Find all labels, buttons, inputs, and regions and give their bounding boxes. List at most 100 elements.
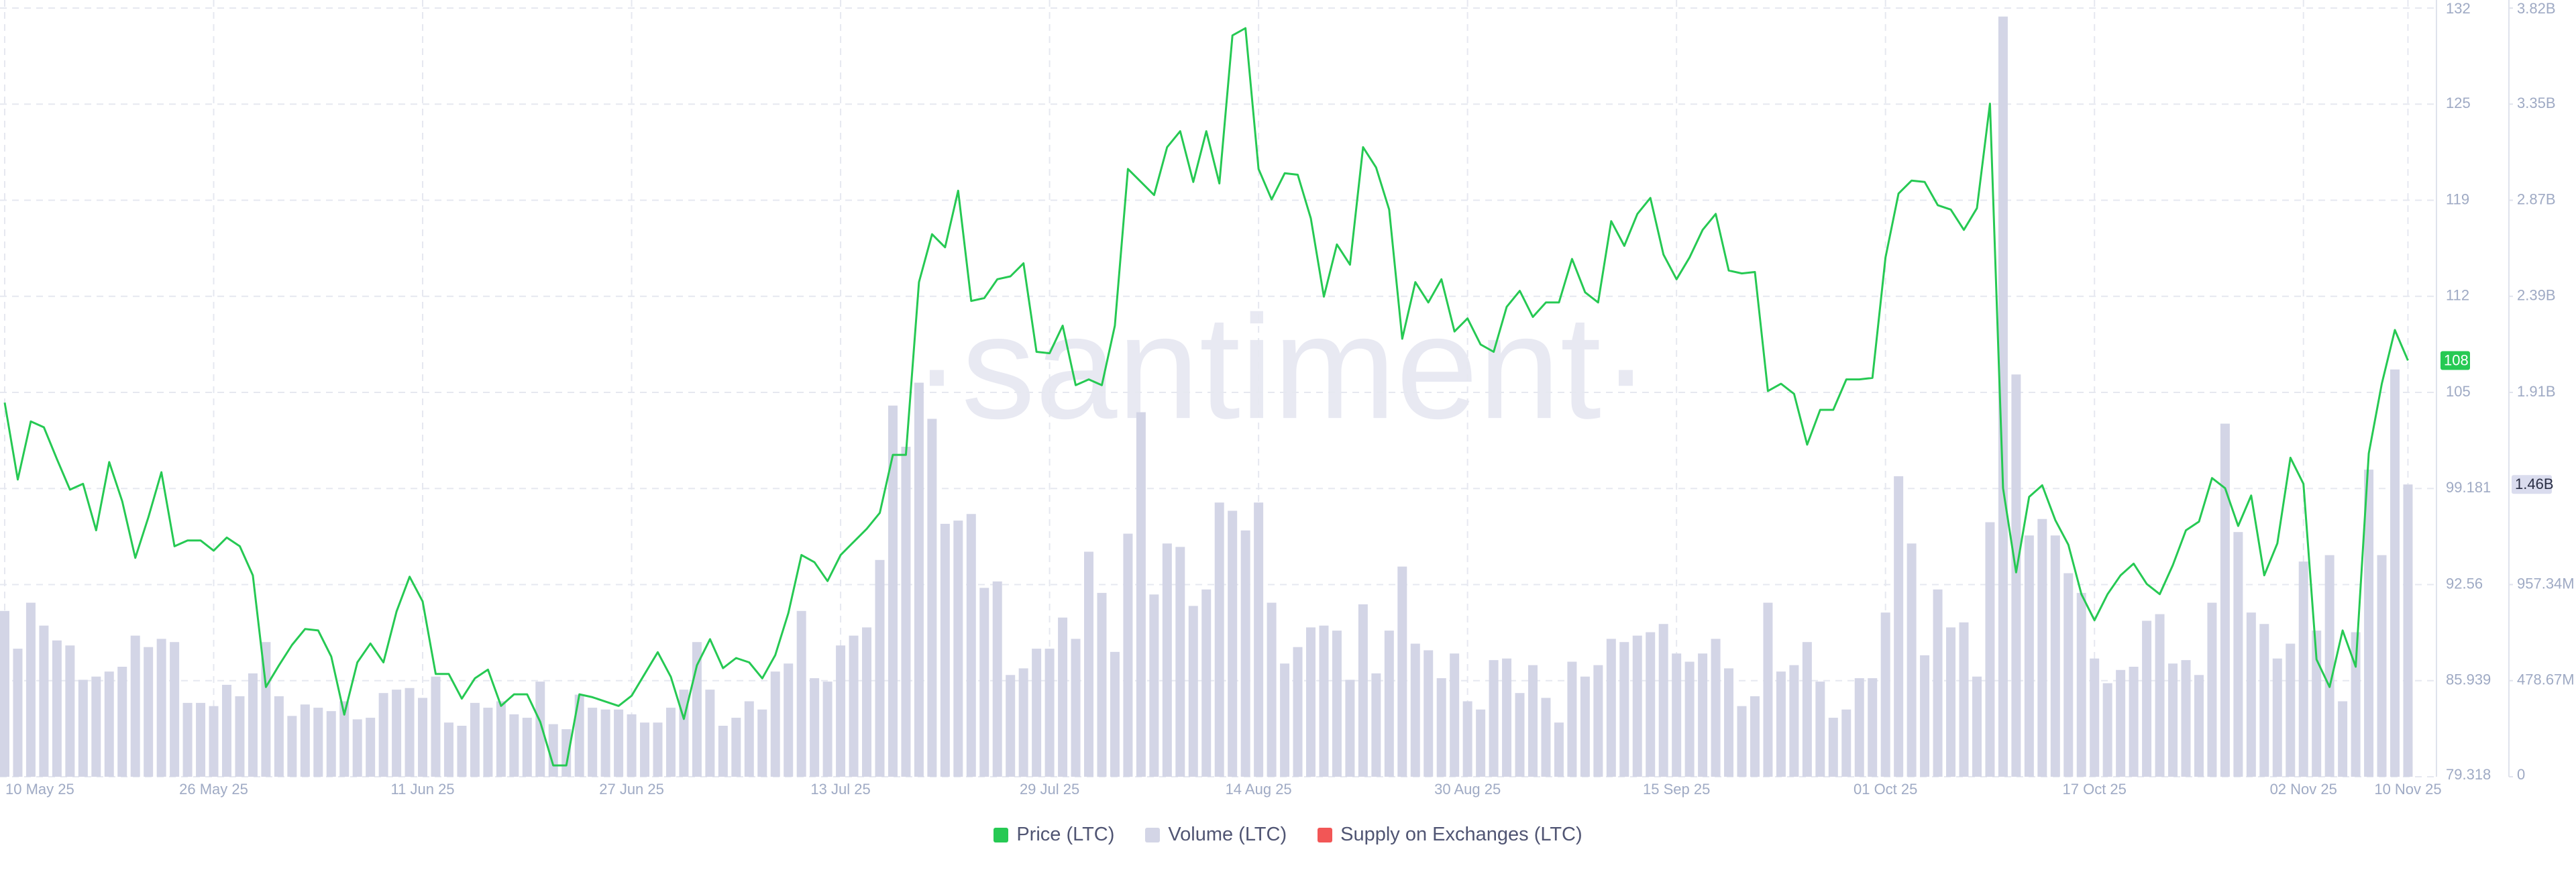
volume-bar xyxy=(2116,669,2126,777)
y2-tick-label: 3.35B xyxy=(2517,95,2556,111)
y2-tick-label: 478.67M xyxy=(2517,671,2575,688)
y-tick-label: 92.56 xyxy=(2446,575,2483,592)
volume-bar xyxy=(588,708,598,777)
volume-bar xyxy=(1032,649,1042,777)
volume-bar xyxy=(600,709,610,777)
volume-bar xyxy=(1228,510,1238,777)
y-tick-label: 112 xyxy=(2446,287,2469,304)
legend-item[interactable]: Volume (LTC) xyxy=(1145,824,1287,846)
volume-bar xyxy=(25,602,36,777)
volume-bar xyxy=(2076,592,2086,777)
volume-bar xyxy=(496,701,506,777)
volume-bar xyxy=(1854,678,1864,777)
legend-item[interactable]: Supply on Exchanges (LTC) xyxy=(1318,824,1582,846)
volume-bar xyxy=(2181,660,2191,777)
value-tag xyxy=(2512,475,2552,494)
value-tag-label: 108 xyxy=(2444,351,2469,368)
volume-bar xyxy=(1319,625,1329,777)
volume-bar xyxy=(1737,706,1747,777)
volume-bar xyxy=(78,679,88,777)
volume-bar xyxy=(1424,650,1434,777)
volume-bar xyxy=(888,405,898,777)
volume-bar xyxy=(2142,620,2152,777)
x-tick-label: 02 Nov 25 xyxy=(2270,781,2337,798)
volume-bar xyxy=(1541,698,1551,777)
volume-bar xyxy=(378,693,388,777)
volume-bar xyxy=(784,663,794,777)
volume-bar xyxy=(470,702,480,777)
volume-bar xyxy=(1985,522,1995,777)
volume-bar xyxy=(339,701,350,777)
volume-bar xyxy=(1358,604,1368,777)
x-tick-label: 10 May 25 xyxy=(5,781,74,798)
volume-bar xyxy=(287,716,297,777)
volume-bar xyxy=(1750,696,1760,777)
volume-bar xyxy=(1293,647,1303,777)
volume-bar xyxy=(940,523,950,777)
volume-bar xyxy=(665,708,676,777)
x-tick-label: 11 Jun 25 xyxy=(391,781,455,798)
y2-tick-label: 1.91B xyxy=(2517,383,2556,400)
volume-bar xyxy=(65,645,75,777)
volume-bar xyxy=(1410,643,1420,777)
volume-bar xyxy=(810,678,820,777)
volume-bar xyxy=(862,627,872,777)
volume-bar xyxy=(235,696,245,777)
volume-bar xyxy=(1136,412,1146,777)
volume-bar xyxy=(1240,530,1250,777)
x-tick-label: 14 Aug 25 xyxy=(1226,781,1292,798)
volume-bar xyxy=(2246,612,2256,777)
legend-label: Supply on Exchanges (LTC) xyxy=(1340,824,1582,845)
volume-bar xyxy=(182,702,193,777)
volume-bar xyxy=(2364,470,2374,777)
value-tag-label: 1.46B xyxy=(2515,476,2554,492)
volume-bar xyxy=(2024,535,2034,777)
watermark: ·santiment· xyxy=(912,284,1650,449)
volume-bar xyxy=(144,647,154,777)
volume-bar xyxy=(1880,612,1890,777)
x-tick-label: 01 Oct 25 xyxy=(1854,781,1917,798)
volume-bar xyxy=(156,639,166,777)
volume-bar xyxy=(1450,653,1460,777)
volume-bar xyxy=(1580,676,1590,777)
volume-bar xyxy=(979,588,989,777)
volume-bar xyxy=(1071,639,1081,777)
volume-bar xyxy=(1959,622,1969,777)
volume-bar xyxy=(1489,660,1499,777)
legend-item[interactable]: Price (LTC) xyxy=(994,824,1114,846)
volume-bar xyxy=(91,676,101,777)
volume-bar xyxy=(849,635,859,777)
volume-bar xyxy=(914,382,924,777)
volume-bar xyxy=(1828,718,1838,777)
volume-bar xyxy=(822,682,833,777)
volume-bar xyxy=(1280,663,1290,777)
volume-bar xyxy=(1188,606,1198,777)
volume-bar xyxy=(966,514,976,777)
volume-bar xyxy=(261,642,271,777)
volume-bar xyxy=(431,676,441,777)
volume-bar xyxy=(1345,679,1355,777)
volume-bar xyxy=(992,581,1002,777)
volume-bar xyxy=(653,722,663,777)
volume-bar xyxy=(1384,631,1394,777)
volume-bar xyxy=(1593,665,1603,777)
volume-bar xyxy=(705,690,715,777)
x-tick-label: 15 Sep 25 xyxy=(1643,781,1710,798)
volume-bar xyxy=(1868,678,1878,777)
volume-bar xyxy=(1162,543,1172,777)
volume-bar xyxy=(274,696,284,777)
volume-bar xyxy=(1123,533,1133,777)
volume-bar xyxy=(1724,668,1734,777)
x-tick-label: 13 Jul 25 xyxy=(810,781,870,798)
volume-bar xyxy=(1214,502,1224,777)
volume-bar xyxy=(1175,547,1185,777)
volume-bar xyxy=(2102,683,2112,777)
volume-bar xyxy=(1371,673,1381,777)
volume-bar xyxy=(1632,635,1642,777)
volume-bar xyxy=(574,694,584,777)
volume-bar xyxy=(1972,676,1982,777)
volume-bar xyxy=(326,711,336,777)
volume-bar xyxy=(300,704,310,777)
legend-label: Volume (LTC) xyxy=(1168,824,1287,845)
volume-bar xyxy=(692,642,702,777)
